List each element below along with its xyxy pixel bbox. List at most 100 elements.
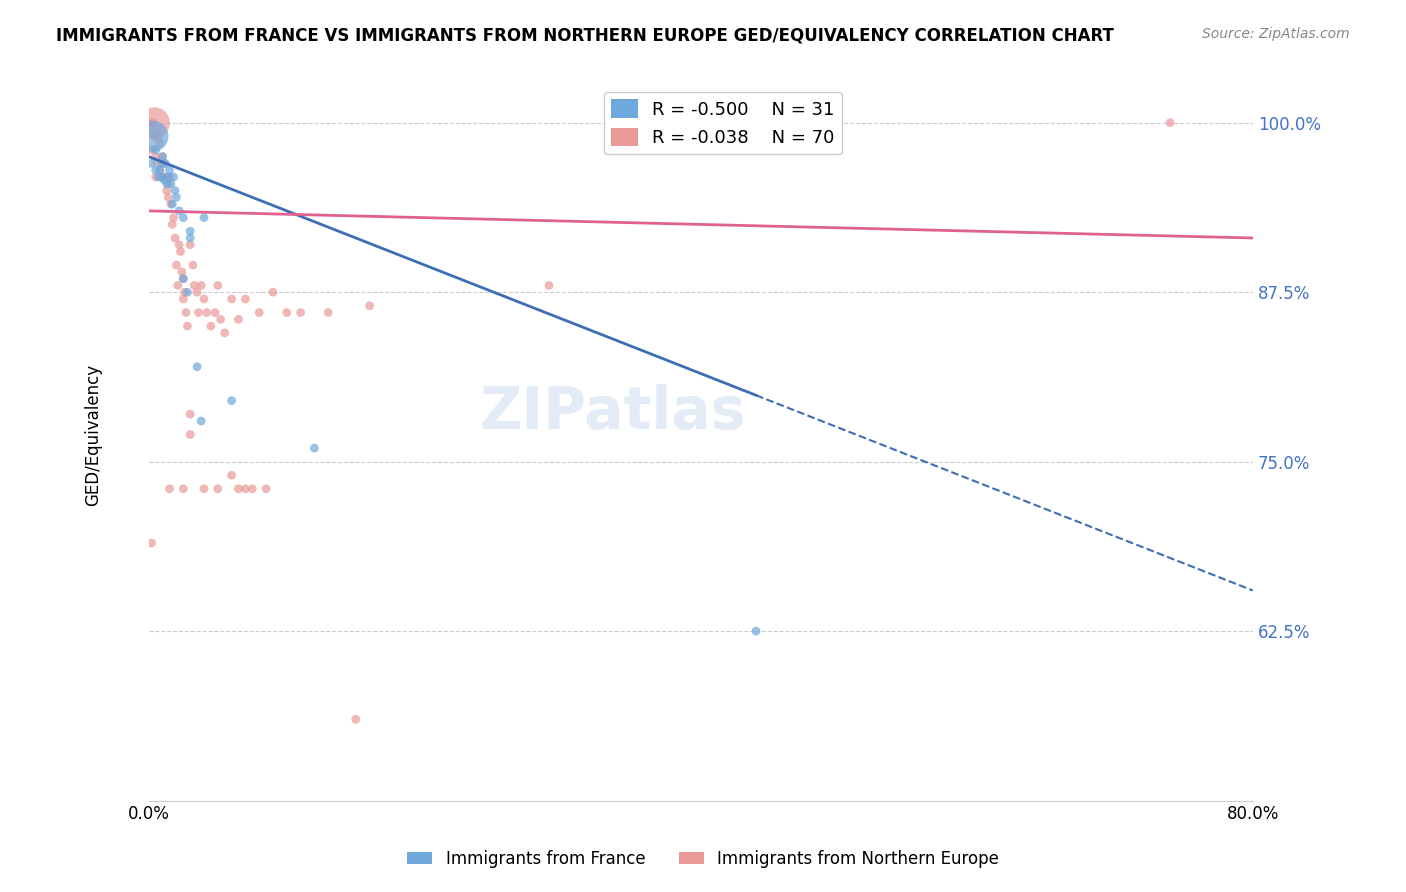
Point	[142, 129, 165, 144]
Point	[193, 482, 215, 496]
Legend: R = -0.500    N = 31, R = -0.038    N = 70: R = -0.500 N = 31, R = -0.038 N = 70	[603, 92, 842, 154]
Point	[200, 319, 222, 334]
Point	[190, 278, 212, 293]
Point	[141, 536, 163, 550]
Point	[290, 305, 312, 319]
Point	[187, 305, 209, 319]
Point	[176, 319, 198, 334]
Point	[247, 305, 270, 319]
Point	[344, 712, 367, 726]
Point	[276, 305, 298, 319]
Point	[207, 278, 229, 293]
Point	[145, 150, 167, 164]
Point	[179, 231, 201, 245]
Point	[204, 305, 226, 319]
Point	[186, 359, 208, 374]
Point	[172, 271, 194, 285]
Point	[179, 224, 201, 238]
Point	[152, 169, 174, 184]
Point	[139, 116, 162, 130]
Point	[150, 156, 173, 170]
Point	[176, 285, 198, 300]
Point	[167, 203, 190, 218]
Point	[235, 292, 257, 306]
Point	[186, 285, 208, 300]
Point	[170, 265, 193, 279]
Point	[167, 237, 190, 252]
Point	[162, 169, 184, 184]
Point	[240, 482, 263, 496]
Point	[193, 292, 215, 306]
Point	[149, 163, 172, 178]
Point	[162, 197, 184, 211]
Point	[162, 211, 184, 225]
Point	[207, 482, 229, 496]
Point	[172, 271, 194, 285]
Point	[145, 143, 167, 157]
Point	[172, 292, 194, 306]
Point	[155, 156, 177, 170]
Point	[157, 169, 180, 184]
Point	[160, 177, 183, 191]
Point	[174, 305, 197, 319]
Point	[304, 441, 326, 455]
Text: GED/Equivalency: GED/Equivalency	[84, 364, 103, 506]
Point	[165, 190, 187, 204]
Point	[209, 312, 232, 326]
Point	[163, 231, 186, 245]
Point	[155, 169, 177, 184]
Text: ZIPatlas: ZIPatlas	[479, 384, 745, 442]
Point	[152, 150, 174, 164]
Point	[141, 143, 163, 157]
Legend: Immigrants from France, Immigrants from Northern Europe: Immigrants from France, Immigrants from …	[401, 844, 1005, 875]
Point	[221, 468, 243, 483]
Point	[156, 184, 179, 198]
Point	[316, 305, 339, 319]
Point	[162, 218, 184, 232]
Point	[537, 278, 560, 293]
Point	[146, 156, 169, 170]
Point	[153, 172, 176, 186]
Point	[190, 414, 212, 428]
Point	[183, 278, 205, 293]
Point	[221, 292, 243, 306]
Point	[142, 116, 165, 130]
Point	[143, 129, 166, 144]
Point	[149, 163, 172, 178]
Point	[157, 177, 180, 191]
Point	[153, 156, 176, 170]
Point	[159, 169, 181, 184]
Point	[165, 258, 187, 272]
Point	[156, 177, 179, 191]
Point	[262, 285, 284, 300]
Point	[157, 190, 180, 204]
Point	[149, 136, 172, 150]
Point	[173, 285, 195, 300]
Point	[148, 169, 170, 184]
Point	[141, 156, 163, 170]
Point	[228, 312, 250, 326]
Point	[179, 407, 201, 421]
Point	[148, 129, 170, 144]
Point	[172, 211, 194, 225]
Point	[169, 244, 191, 259]
Point	[745, 624, 768, 639]
Point	[145, 163, 167, 178]
Point	[235, 482, 257, 496]
Point	[228, 482, 250, 496]
Point	[160, 197, 183, 211]
Point	[359, 299, 381, 313]
Point	[221, 393, 243, 408]
Point	[152, 150, 174, 164]
Point	[179, 237, 201, 252]
Point	[145, 169, 167, 184]
Point	[163, 184, 186, 198]
Point	[179, 427, 201, 442]
Point	[172, 482, 194, 496]
Point	[214, 326, 236, 340]
Point	[150, 169, 173, 184]
Point	[1159, 116, 1181, 130]
Point	[181, 258, 204, 272]
Point	[254, 482, 277, 496]
Point	[159, 163, 181, 178]
